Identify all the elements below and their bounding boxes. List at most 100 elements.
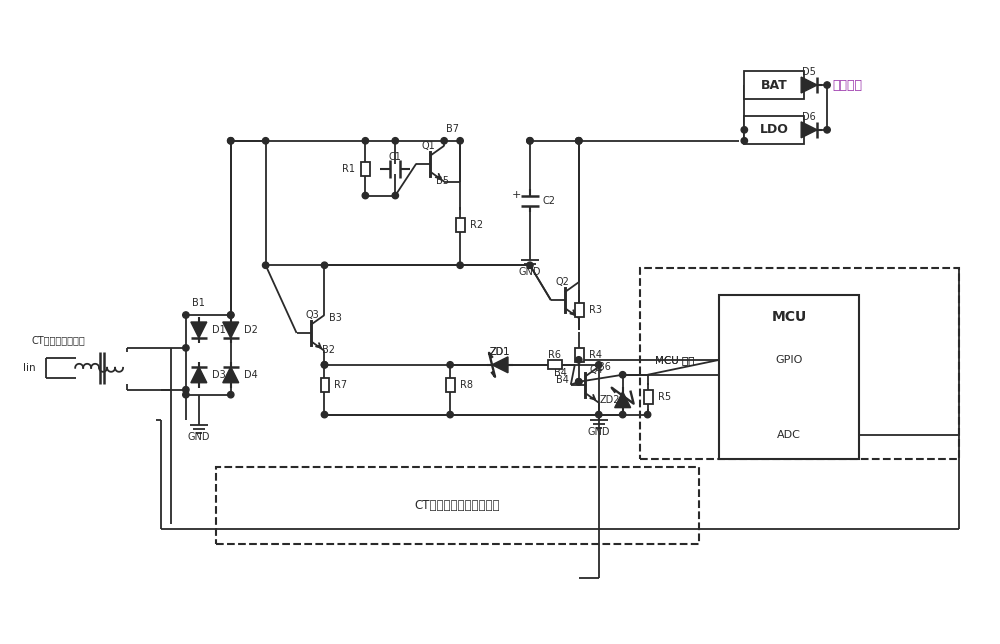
Circle shape [183,312,189,318]
Polygon shape [801,122,817,138]
Bar [744,116,804,144]
Text: GND: GND [188,431,210,442]
Text: R2: R2 [470,220,483,231]
Text: CT（电流互感器）: CT（电流互感器） [31,335,85,345]
Circle shape [183,392,189,398]
Polygon shape [492,357,508,373]
Polygon shape [191,367,207,383]
Circle shape [321,262,328,269]
Text: B6: B6 [598,362,611,372]
Circle shape [447,362,453,368]
Text: BAT: BAT [761,79,788,91]
Bar [361,162,370,176]
Text: B1: B1 [192,298,205,308]
Text: GPIO: GPIO [776,355,803,365]
Text: ADC: ADC [777,430,801,439]
Bar [644,390,653,404]
Circle shape [576,138,582,144]
Circle shape [321,362,328,368]
Circle shape [596,362,602,368]
Polygon shape [223,367,239,383]
Circle shape [262,138,269,144]
Circle shape [741,127,748,133]
Circle shape [576,379,582,385]
Bar [575,348,584,362]
Text: R3: R3 [589,305,602,315]
Bar [575,303,584,317]
Text: C1: C1 [389,152,402,162]
Bar [719,295,859,459]
Text: +: + [512,189,522,200]
Polygon shape [191,322,207,338]
Bar [744,71,804,99]
Circle shape [262,262,269,269]
Text: Iin: Iin [23,363,36,373]
Text: B4: B4 [556,375,569,384]
Circle shape [619,412,626,418]
Polygon shape [223,322,239,338]
Text: D4: D4 [244,370,257,380]
Text: D1: D1 [212,325,226,335]
Circle shape [741,138,748,144]
Text: LDO: LDO [760,124,789,137]
Text: MCU 唤醒: MCU 唤醒 [655,355,694,365]
Circle shape [457,138,463,144]
Circle shape [576,357,582,363]
Text: Q1: Q1 [421,141,435,151]
Text: R1: R1 [342,164,355,174]
Text: MCU: MCU [772,310,807,324]
Circle shape [228,138,234,144]
Text: B5: B5 [436,176,449,185]
Circle shape [183,386,189,393]
Circle shape [228,392,234,398]
Text: Q3: Q3 [306,310,319,320]
Circle shape [596,412,602,418]
Circle shape [527,138,533,144]
Text: ZD1: ZD1 [490,347,510,357]
Text: B3: B3 [329,313,342,323]
Text: C2: C2 [543,196,556,205]
Bar [548,360,562,369]
Bar [320,378,329,392]
Circle shape [362,138,369,144]
Text: Q2: Q2 [556,277,570,287]
Text: D3: D3 [212,370,226,380]
Text: GND: GND [519,267,541,277]
Text: R5: R5 [658,392,671,402]
Text: GND: GND [587,426,610,437]
Text: R6: R6 [548,350,561,360]
Circle shape [457,262,463,269]
Text: R7: R7 [334,380,348,390]
Circle shape [447,412,453,418]
Circle shape [576,138,582,144]
Text: 系统供电: 系统供电 [832,79,862,91]
Text: B4: B4 [554,368,567,378]
Circle shape [527,138,533,144]
Circle shape [228,312,234,318]
Circle shape [321,362,328,368]
Circle shape [183,345,189,351]
Circle shape [619,372,626,378]
Circle shape [362,193,369,199]
Text: Q4: Q4 [590,365,604,375]
Text: R4: R4 [589,350,602,360]
Circle shape [441,138,447,144]
Bar [456,218,465,232]
Text: D2: D2 [244,325,258,335]
Circle shape [228,138,234,144]
Text: ZD2: ZD2 [599,395,620,404]
Circle shape [392,193,398,199]
Circle shape [527,262,533,269]
Bar [216,468,699,544]
Bar [446,378,455,392]
Circle shape [576,379,582,385]
Text: CT供电模式电流采样电路: CT供电模式电流采样电路 [415,499,500,512]
Circle shape [321,412,328,418]
Polygon shape [801,77,817,93]
Text: B2: B2 [322,345,335,355]
Circle shape [228,312,234,318]
Text: ZD1: ZD1 [490,347,510,357]
Text: R8: R8 [460,380,473,390]
Text: B7: B7 [446,124,459,134]
Circle shape [392,138,398,144]
